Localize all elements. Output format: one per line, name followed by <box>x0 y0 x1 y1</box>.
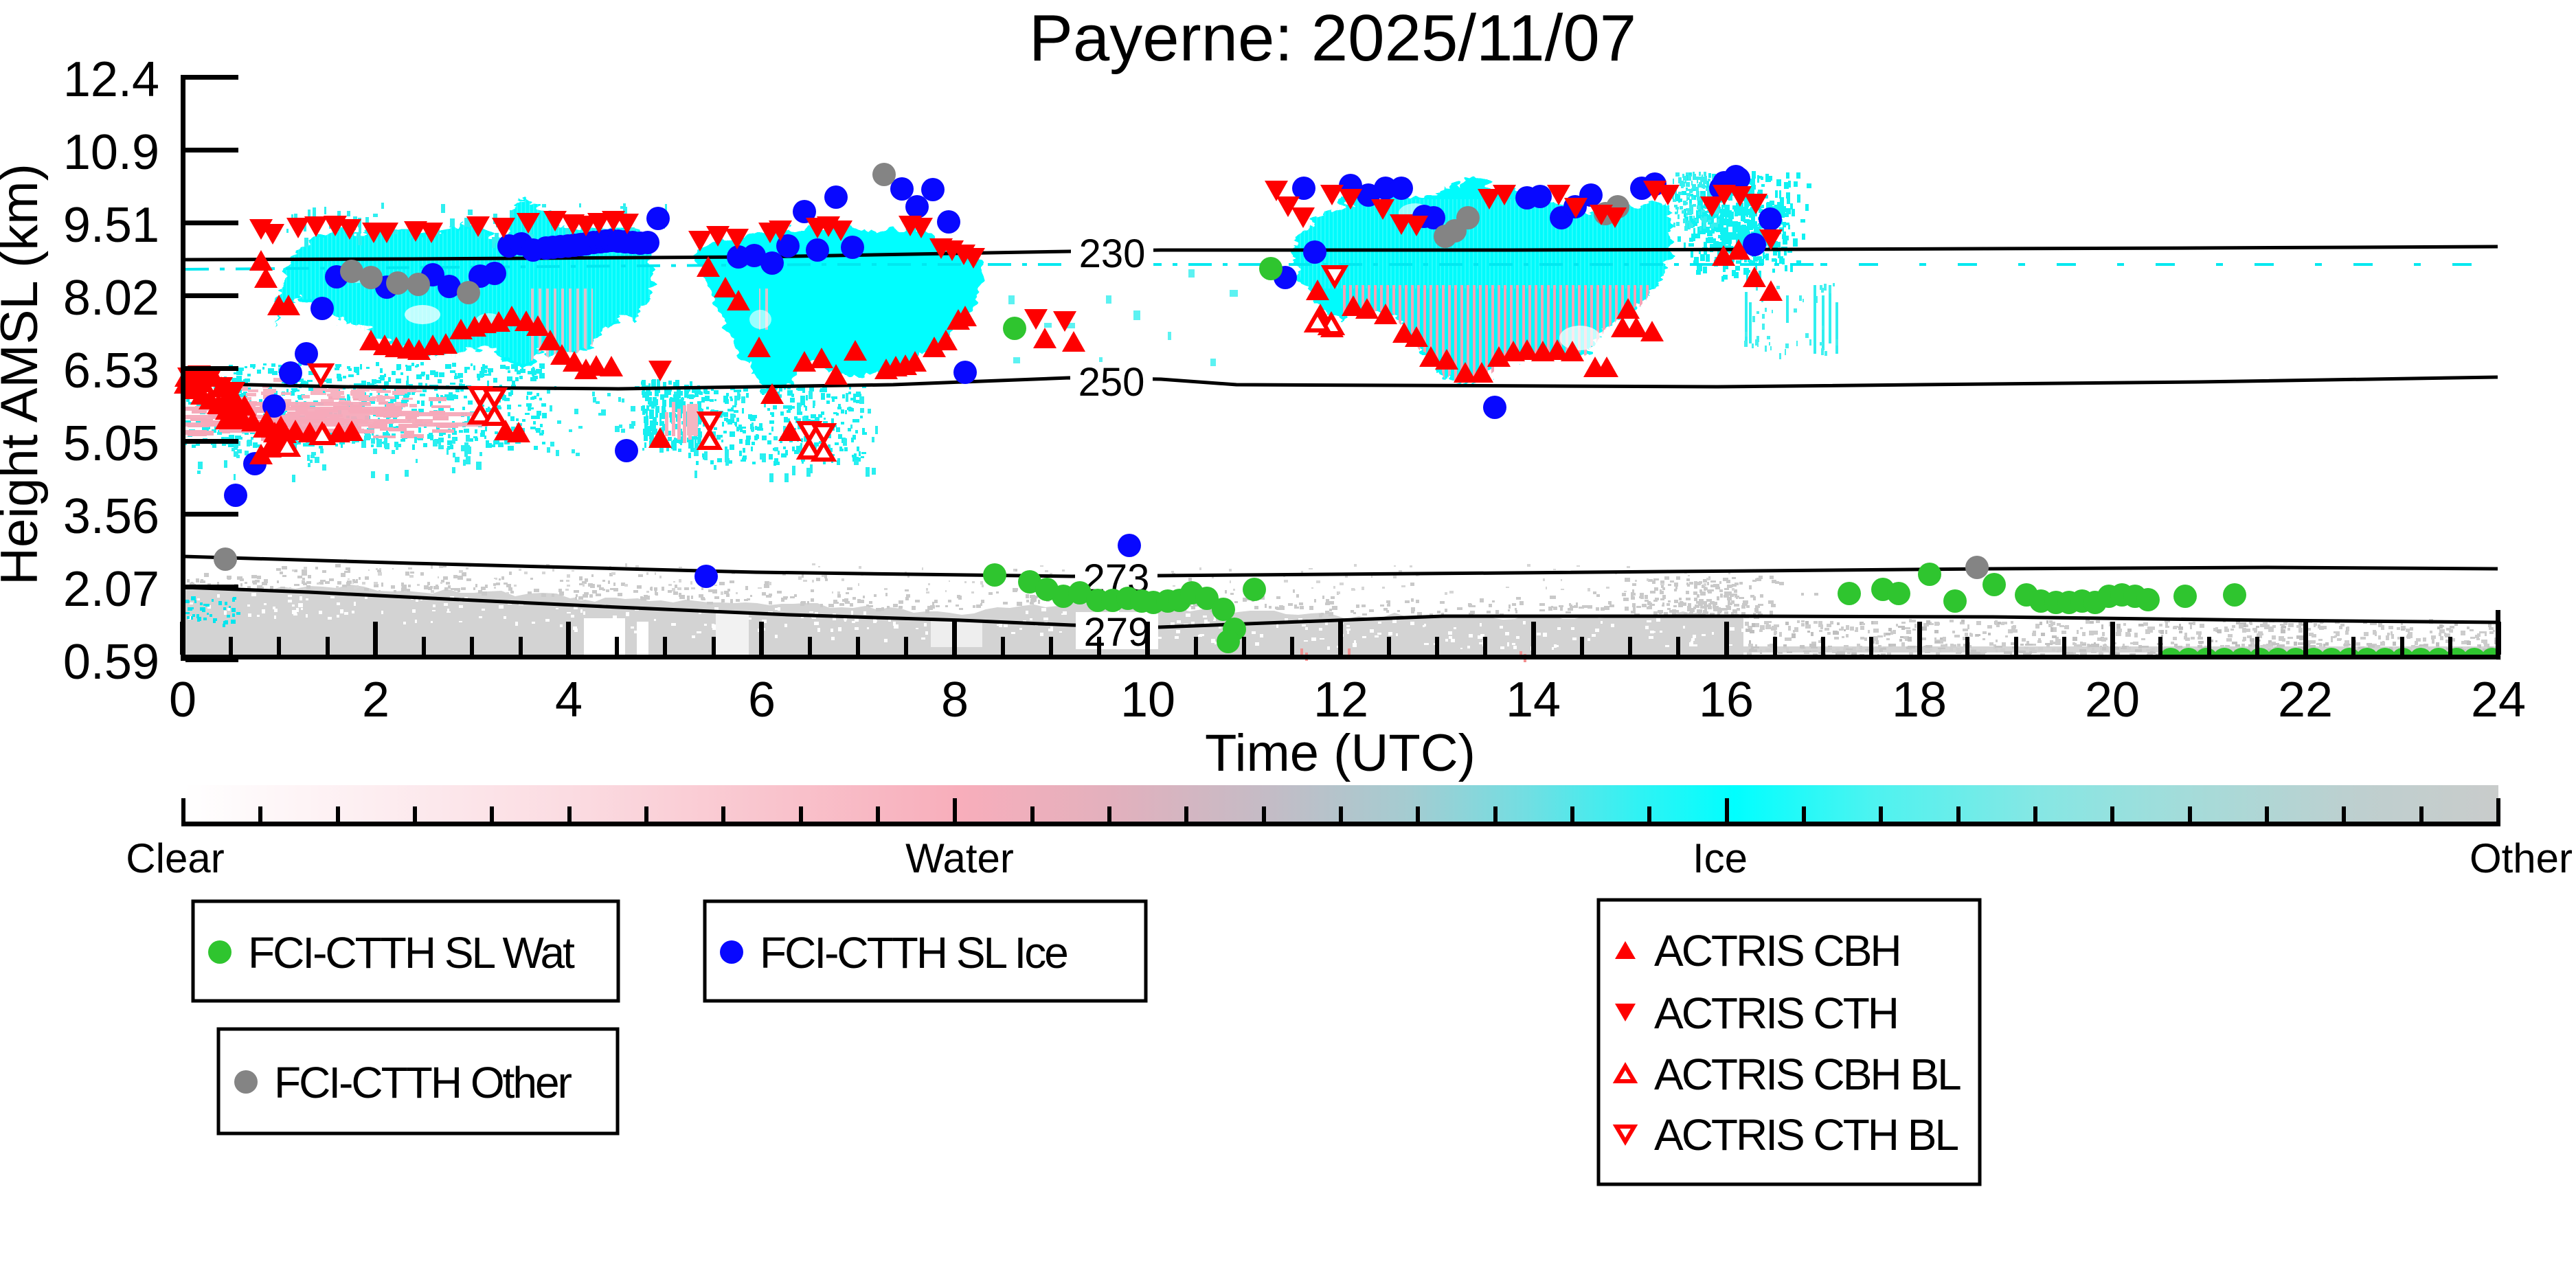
svg-text:Water: Water <box>905 835 1014 881</box>
svg-text:12: 12 <box>1313 673 1368 727</box>
svg-text:24: 24 <box>2471 673 2526 727</box>
svg-text:3.56: 3.56 <box>63 489 159 544</box>
svg-text:8.02: 8.02 <box>63 271 159 326</box>
svg-text:10: 10 <box>1120 673 1175 727</box>
svg-text:ACTRIS CTH: ACTRIS CTH <box>1654 988 1897 1038</box>
svg-text:14: 14 <box>1506 673 1561 727</box>
svg-text:Other: Other <box>2470 835 2573 881</box>
svg-text:16: 16 <box>1699 673 1754 727</box>
svg-text:9.51: 9.51 <box>63 198 159 253</box>
svg-text:5.05: 5.05 <box>63 416 159 471</box>
svg-text:FCI-CTTH SL Ice: FCI-CTTH SL Ice <box>760 928 1067 978</box>
svg-text:6.53: 6.53 <box>63 343 159 398</box>
svg-text:18: 18 <box>1892 673 1947 727</box>
svg-text:250: 250 <box>1078 360 1145 405</box>
svg-text:8: 8 <box>941 673 969 727</box>
svg-text:Payerne: 2025/11/07: Payerne: 2025/11/07 <box>1029 1 1636 75</box>
svg-text:279: 279 <box>1084 610 1151 655</box>
svg-text:ACTRIS CBH BL: ACTRIS CBH BL <box>1654 1050 1961 1099</box>
svg-text:12.4: 12.4 <box>63 52 159 107</box>
svg-text:22: 22 <box>2278 673 2333 727</box>
svg-text:FCI-CTTH Other: FCI-CTTH Other <box>274 1058 572 1107</box>
svg-text:10.9: 10.9 <box>63 125 159 180</box>
svg-text:ACTRIS CTH BL: ACTRIS CTH BL <box>1654 1110 1958 1160</box>
svg-text:0: 0 <box>169 673 196 727</box>
svg-text:2: 2 <box>362 673 389 727</box>
svg-text:Clear: Clear <box>126 835 224 881</box>
svg-text:230: 230 <box>1079 231 1146 276</box>
svg-text:FCI-CTTH SL Wat: FCI-CTTH SL Wat <box>248 928 575 978</box>
svg-text:Ice: Ice <box>1693 835 1748 881</box>
svg-text:ACTRIS CBH: ACTRIS CBH <box>1654 926 1900 975</box>
svg-text:6: 6 <box>748 673 776 727</box>
svg-text:2.07: 2.07 <box>63 562 159 617</box>
svg-text:0.59: 0.59 <box>63 635 159 690</box>
svg-text:Height AMSL (km): Height AMSL (km) <box>0 163 49 585</box>
svg-text:20: 20 <box>2085 673 2140 727</box>
svg-text:Time (UTC): Time (UTC) <box>1205 724 1476 782</box>
svg-text:4: 4 <box>555 673 583 727</box>
